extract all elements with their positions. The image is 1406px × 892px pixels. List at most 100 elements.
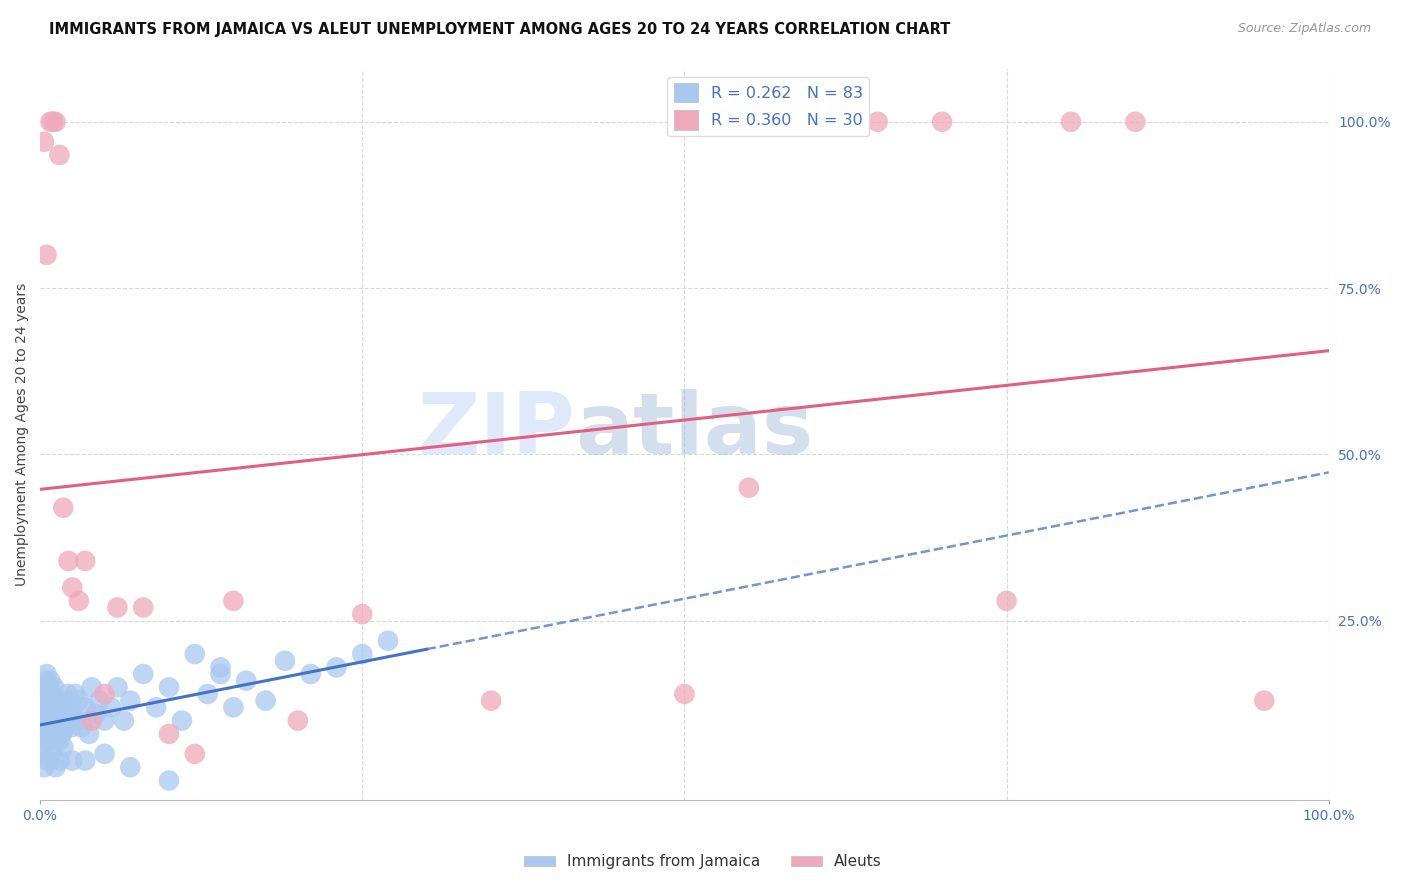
- Point: [30, 747, 52, 761]
- Point: [93, 687, 115, 701]
- Y-axis label: Unemployment Among Ages 20 to 24 years: Unemployment Among Ages 20 to 24 years: [15, 283, 30, 586]
- Point: [89, 693, 111, 707]
- Point: [37, 754, 59, 768]
- Text: Source: ZipAtlas.com: Source: ZipAtlas.com: [1237, 22, 1371, 36]
- Point: [52, 700, 75, 714]
- Point: [931, 114, 953, 128]
- Point: [30, 714, 52, 728]
- Point: [75, 700, 97, 714]
- Text: atlas: atlas: [575, 389, 813, 473]
- Point: [84, 706, 107, 721]
- Point: [34, 727, 56, 741]
- Point: [107, 681, 129, 695]
- Point: [132, 667, 155, 681]
- Point: [37, 720, 59, 734]
- Point: [34, 673, 56, 688]
- Point: [48, 693, 70, 707]
- Point: [254, 693, 277, 707]
- Text: ZIP: ZIP: [418, 389, 575, 473]
- Legend: Immigrants from Jamaica, Aleuts: Immigrants from Jamaica, Aleuts: [519, 848, 887, 875]
- Point: [56, 687, 79, 701]
- Point: [39, 673, 62, 688]
- Point: [32, 740, 55, 755]
- Point: [45, 114, 67, 128]
- Point: [1253, 693, 1275, 707]
- Point: [32, 135, 55, 149]
- Point: [58, 554, 80, 568]
- Point: [39, 114, 62, 128]
- Point: [222, 594, 245, 608]
- Point: [77, 727, 100, 741]
- Point: [222, 700, 245, 714]
- Point: [145, 700, 167, 714]
- Point: [59, 693, 82, 707]
- Point: [48, 148, 70, 162]
- Point: [46, 714, 69, 728]
- Point: [44, 714, 66, 728]
- Point: [53, 720, 76, 734]
- Point: [39, 733, 62, 747]
- Text: IMMIGRANTS FROM JAMAICA VS ALEUT UNEMPLOYMENT AMONG AGES 20 TO 24 YEARS CORRELAT: IMMIGRANTS FROM JAMAICA VS ALEUT UNEMPLO…: [49, 22, 950, 37]
- Point: [1060, 114, 1083, 128]
- Point: [42, 687, 65, 701]
- Point: [673, 687, 696, 701]
- Point: [235, 673, 257, 688]
- Point: [41, 727, 63, 741]
- Point: [1125, 114, 1147, 128]
- Point: [31, 700, 53, 714]
- Point: [75, 754, 97, 768]
- Point: [209, 660, 232, 674]
- Point: [866, 114, 889, 128]
- Point: [325, 660, 347, 674]
- Point: [197, 687, 219, 701]
- Point: [287, 714, 309, 728]
- Point: [93, 714, 115, 728]
- Point: [52, 500, 75, 515]
- Point: [32, 687, 55, 701]
- Point: [184, 647, 207, 661]
- Point: [112, 714, 135, 728]
- Point: [157, 727, 180, 741]
- Point: [31, 727, 53, 741]
- Point: [44, 681, 66, 695]
- Point: [995, 594, 1018, 608]
- Point: [39, 706, 62, 721]
- Point: [479, 693, 502, 707]
- Point: [55, 706, 77, 721]
- Point: [60, 581, 83, 595]
- Point: [42, 114, 65, 128]
- Point: [35, 667, 58, 681]
- Point: [157, 773, 180, 788]
- Point: [157, 681, 180, 695]
- Point: [45, 700, 67, 714]
- Point: [100, 700, 122, 714]
- Point: [120, 693, 142, 707]
- Point: [93, 747, 115, 761]
- Point: [738, 481, 761, 495]
- Point: [60, 706, 83, 721]
- Point: [45, 760, 67, 774]
- Point: [60, 720, 83, 734]
- Point: [41, 693, 63, 707]
- Point: [70, 720, 93, 734]
- Point: [35, 733, 58, 747]
- Point: [65, 714, 87, 728]
- Point: [63, 687, 86, 701]
- Point: [67, 594, 90, 608]
- Point: [60, 754, 83, 768]
- Legend: R = 0.262   N = 83, R = 0.360   N = 30: R = 0.262 N = 83, R = 0.360 N = 30: [668, 77, 869, 136]
- Point: [352, 647, 374, 661]
- Point: [80, 681, 103, 695]
- Point: [41, 747, 63, 761]
- Point: [35, 248, 58, 262]
- Point: [801, 114, 824, 128]
- Point: [32, 714, 55, 728]
- Point: [51, 727, 73, 741]
- Point: [377, 633, 399, 648]
- Point: [52, 740, 75, 755]
- Point: [37, 693, 59, 707]
- Point: [49, 714, 72, 728]
- Point: [184, 747, 207, 761]
- Point: [80, 714, 103, 728]
- Point: [48, 733, 70, 747]
